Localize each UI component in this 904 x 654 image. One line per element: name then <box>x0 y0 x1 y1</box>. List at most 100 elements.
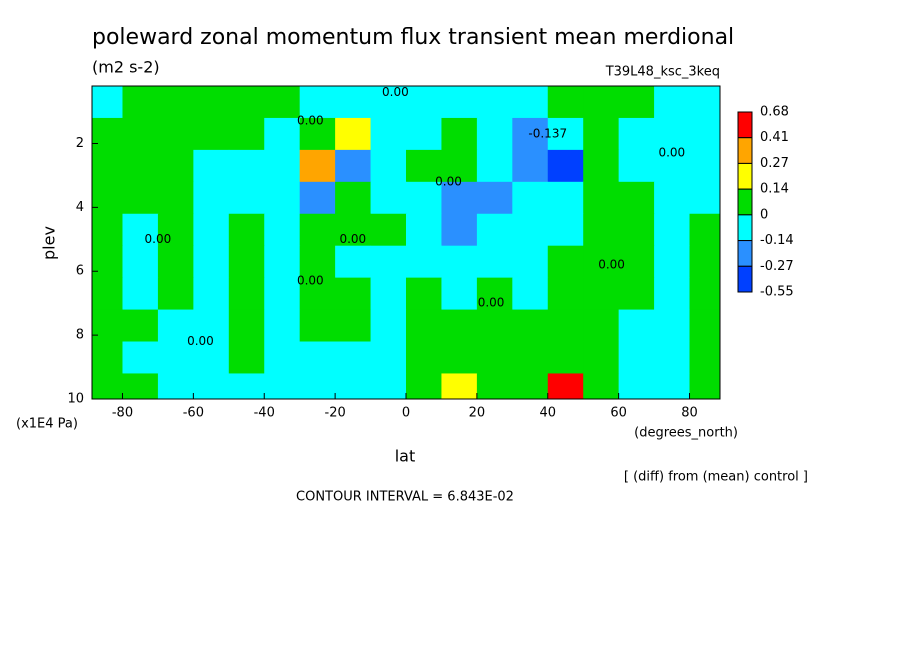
x-tick-label: 80 <box>681 406 698 421</box>
x-units: (degrees_north) <box>634 426 738 441</box>
contour-cell <box>335 86 372 119</box>
contour-label: 0.00 <box>598 257 625 271</box>
contour-cell <box>618 149 655 183</box>
contour-cell <box>476 117 513 151</box>
contour-cell <box>92 277 123 311</box>
contour-cell <box>689 277 721 311</box>
contour-cell <box>583 373 620 400</box>
contour-cell <box>406 309 442 343</box>
chart-subtitle: (m2 s-2) <box>92 58 160 77</box>
contour-cell <box>547 309 584 343</box>
contour-cell <box>476 149 513 183</box>
contour-cell <box>654 86 691 119</box>
contour-cell <box>122 181 159 215</box>
contour-cell <box>193 341 230 374</box>
contour-cell <box>157 373 194 400</box>
x-tick-label: -80 <box>112 406 133 421</box>
contour-cell <box>654 373 691 400</box>
contour-cell <box>441 309 478 343</box>
contour-cell <box>654 149 691 183</box>
contour-cell <box>193 309 230 343</box>
colorbar-label: -0.27 <box>760 259 794 274</box>
contour-cell <box>92 309 123 343</box>
contour-cell <box>547 341 584 374</box>
contour-cell <box>335 341 372 374</box>
contour-cell <box>406 181 442 215</box>
contour-cell <box>157 341 194 374</box>
contour-cell <box>299 373 336 400</box>
contour-cell <box>689 341 721 374</box>
contour-cell <box>406 213 442 247</box>
contour-cell <box>264 117 301 151</box>
contour-cell <box>122 373 159 400</box>
contour-label: 0.00 <box>339 232 366 246</box>
contour-cell <box>512 149 549 183</box>
contour-cell <box>441 149 478 183</box>
x-tick-label: 40 <box>539 406 556 421</box>
contour-cell <box>122 86 159 119</box>
contour-cell <box>299 86 336 119</box>
colorbar-label: -0.14 <box>760 233 794 248</box>
contour-cell <box>193 149 230 183</box>
contour-label: 0.00 <box>187 334 214 348</box>
contour-cell <box>157 309 194 343</box>
contour-cell <box>512 181 549 215</box>
footer: CONTOUR INTERVAL = 6.843E-02 <box>296 490 514 505</box>
y-units: (x1E4 Pa) <box>16 417 78 432</box>
contour-cell <box>335 277 372 311</box>
note: [ (diff) from (mean) control ] <box>624 470 808 485</box>
contour-cell <box>406 245 442 279</box>
contour-cell <box>583 341 620 374</box>
contour-cell <box>476 245 513 279</box>
contour-cell <box>122 245 159 279</box>
contour-cell <box>583 117 620 151</box>
contour-cell <box>264 341 301 374</box>
contour-cell <box>547 373 584 400</box>
contour-cell <box>547 86 584 119</box>
contour-cell <box>618 245 655 279</box>
contour-cell <box>299 149 336 183</box>
colorbar-box <box>737 265 753 293</box>
contour-cell <box>157 245 194 279</box>
contour-cell <box>370 245 407 279</box>
contour-cell <box>335 309 372 343</box>
contour-cell <box>654 181 691 215</box>
contour-cell <box>406 149 442 183</box>
contour-cell <box>264 245 301 279</box>
contour-cell <box>441 213 478 247</box>
contour-cell <box>299 245 336 279</box>
contour-cell <box>264 149 301 183</box>
contour-cell <box>618 117 655 151</box>
contour-cell <box>476 277 513 311</box>
colorbar-box <box>737 214 753 242</box>
contour-cell <box>406 373 442 400</box>
colorbar-box <box>737 162 753 190</box>
contour-cell <box>476 86 513 119</box>
contour-cell <box>193 277 230 311</box>
contour-cell <box>547 213 584 247</box>
contour-cell <box>441 341 478 374</box>
contour-cell <box>689 373 721 400</box>
contour-cell <box>512 213 549 247</box>
contour-cell <box>193 117 230 151</box>
y-tick-label: 10 <box>67 392 84 407</box>
contour-cell <box>654 309 691 343</box>
contour-cell <box>689 117 721 151</box>
chart-title: poleward zonal momentum flux transient m… <box>92 25 734 50</box>
contour-cell <box>547 181 584 215</box>
contour-cell <box>406 86 442 119</box>
contour-cell <box>476 373 513 400</box>
run-label: T39L48_ksc_3keq <box>605 65 720 80</box>
contour-cell <box>654 117 691 151</box>
contour-cell <box>335 245 372 279</box>
contour-cell <box>406 117 442 151</box>
contour-cell <box>228 341 265 374</box>
contour-cell <box>583 309 620 343</box>
contour-cell <box>512 117 549 151</box>
contour-cell <box>618 373 655 400</box>
contour-cell <box>618 181 655 215</box>
contour-cell <box>122 341 159 374</box>
contour-cell <box>264 277 301 311</box>
x-tick-label: 0 <box>402 406 410 421</box>
contour-cell <box>618 277 655 311</box>
